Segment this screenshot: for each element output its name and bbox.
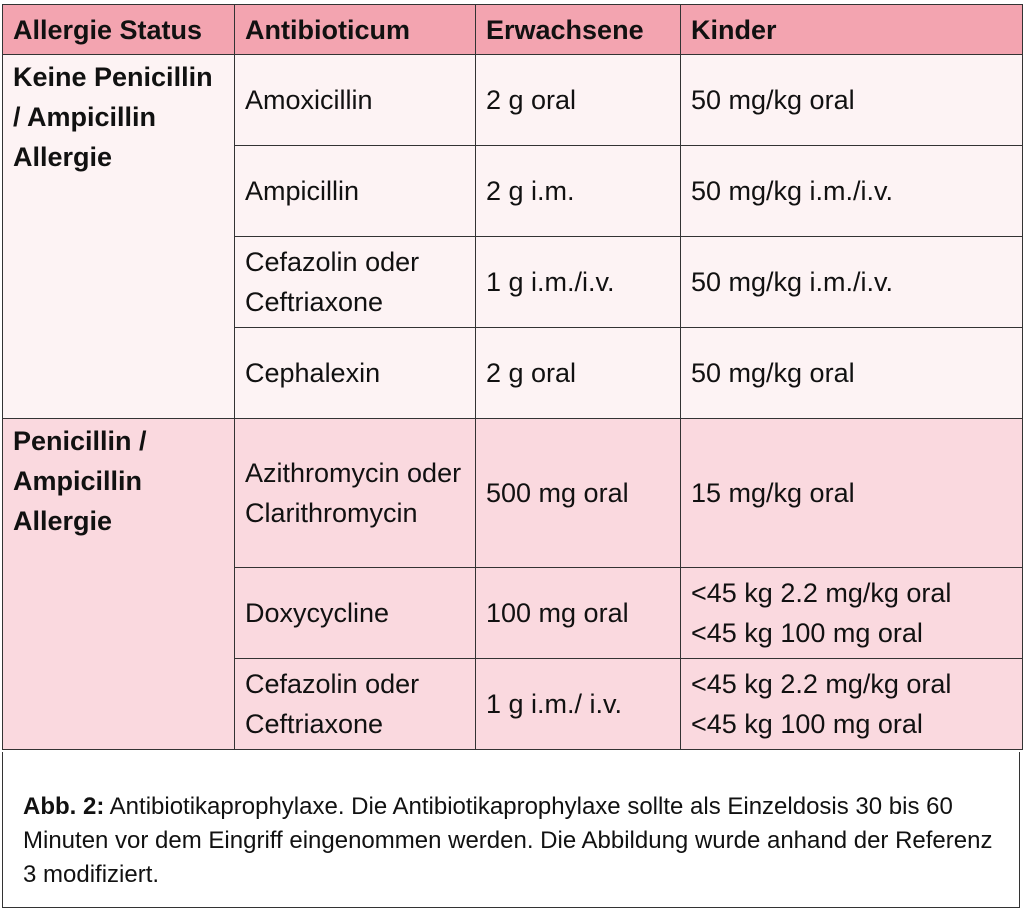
child-dose-cell: 50 mg/kg oral	[680, 54, 1023, 146]
adult-dose-cell: 1 g i.m./i.v.	[475, 236, 681, 328]
child-dose-cell: <45 kg 2.2 mg/kg oral <45 kg 100 mg oral	[680, 658, 1023, 750]
child-dose-line: 50 mg/kg i.m./i.v.	[691, 176, 894, 206]
child-dose-cell: 50 mg/kg oral	[680, 327, 1023, 419]
header-children: Kinder	[680, 4, 1023, 55]
table-row: Cephalexin 2 g oral 50 mg/kg oral	[3, 327, 1023, 419]
child-dose-cell: 15 mg/kg oral	[680, 418, 1023, 568]
antibiotic-cell: Ampicillin	[234, 145, 476, 237]
caption-label: Abb. 2:	[23, 793, 105, 820]
child-dose-line: 50 mg/kg oral	[691, 358, 855, 388]
antibiotic-cell: Cefazolin oder Ceftriaxone	[234, 658, 476, 750]
table-row: Cefazolin oder Ceftriaxone 1 g i.m./ i.v.…	[3, 658, 1023, 750]
figure-caption: Abb. 2: Antibiotikaprophylaxe. Die Antib…	[2, 752, 1020, 908]
adult-dose-cell: 500 mg oral	[475, 418, 681, 568]
allergy-status-cell: Penicillin / Ampicillin Allergie	[2, 418, 235, 750]
table-row: Doxycycline 100 mg oral <45 kg 2.2 mg/kg o…	[3, 567, 1023, 659]
child-dose-line: <45 kg 2.2 mg/kg oral	[691, 669, 952, 699]
table-row: Keine Penicillin / Ampicillin Allergie Am…	[2, 54, 1023, 419]
child-dose-line: <45 kg 100 mg oral	[691, 618, 923, 648]
child-dose-line: 50 mg/kg oral	[691, 85, 855, 115]
header-row: Allergie Status Antibioticum Erwachsene …	[2, 4, 1023, 55]
allergy-status-cell: Keine Penicillin / Ampicillin Allergie	[2, 54, 235, 419]
antibiotic-cell: Cefazolin oder Ceftriaxone	[234, 236, 476, 328]
child-dose-cell: 50 mg/kg i.m./i.v.	[680, 236, 1023, 328]
child-dose-line: <45 kg 100 mg oral	[691, 709, 923, 739]
antibiotic-cell: Azithromycin oder Clarithromycin	[234, 418, 476, 568]
adult-dose-cell: 2 g i.m.	[475, 145, 681, 237]
antibiotic-cell: Amoxicillin	[234, 54, 476, 146]
adult-dose-cell: 1 g i.m./ i.v.	[475, 658, 681, 750]
table-row: Ampicillin 2 g i.m. 50 mg/kg i.m./i.v.	[3, 145, 1023, 237]
table-row: Penicillin / Ampicillin Allergie Azithrom…	[2, 418, 1023, 750]
header-adults: Erwachsene	[475, 4, 681, 55]
header-antibiotic: Antibioticum	[234, 4, 476, 55]
table-row: Cefazolin oder Ceftriaxone 1 g i.m./i.v. 5…	[3, 236, 1023, 328]
child-dose-cell: <45 kg 2.2 mg/kg oral <45 kg 100 mg oral	[680, 567, 1023, 659]
caption-text: Antibiotikaprophylaxe. Die Antibiotikapr…	[23, 793, 993, 888]
header-allergy-status: Allergie Status	[2, 4, 235, 55]
antibiotic-cell: Cephalexin	[234, 327, 476, 419]
adult-dose-cell: 2 g oral	[475, 54, 681, 146]
adult-dose-cell: 100 mg oral	[475, 567, 681, 659]
antibiotic-table: Allergie Status Antibioticum Erwachsene …	[2, 4, 1023, 750]
adult-dose-cell: 2 g oral	[475, 327, 681, 419]
child-dose-line: <45 kg 2.2 mg/kg oral	[691, 578, 952, 608]
antibiotic-cell: Doxycycline	[234, 567, 476, 659]
child-dose-line: 15 mg/kg oral	[691, 478, 855, 508]
child-dose-line: 50 mg/kg i.m./i.v.	[691, 267, 894, 297]
child-dose-cell: 50 mg/kg i.m./i.v.	[680, 145, 1023, 237]
